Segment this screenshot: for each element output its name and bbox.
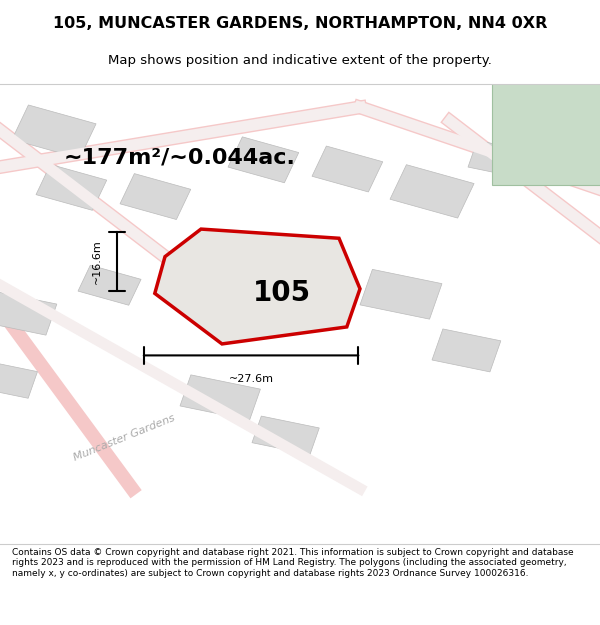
Text: Contains OS data © Crown copyright and database right 2021. This information is : Contains OS data © Crown copyright and d… (12, 548, 574, 578)
Bar (0, 292, 57, 335)
Bar (468, 141, 524, 177)
Bar (120, 174, 191, 219)
Bar (312, 146, 383, 192)
Text: ~177m²/~0.044ac.: ~177m²/~0.044ac. (64, 148, 296, 168)
Text: ~27.6m: ~27.6m (229, 374, 274, 384)
Bar (180, 375, 260, 420)
Bar (78, 265, 141, 305)
Bar (36, 164, 107, 211)
Bar (12, 105, 96, 158)
Bar (390, 164, 474, 218)
Bar (228, 137, 299, 182)
Bar (432, 329, 501, 372)
Text: Map shows position and indicative extent of the property.: Map shows position and indicative extent… (108, 54, 492, 68)
Polygon shape (492, 75, 600, 186)
Bar (360, 269, 442, 319)
Text: Muncaster Gardens: Muncaster Gardens (72, 413, 176, 463)
Bar (252, 416, 319, 454)
Text: 105, MUNCASTER GARDENS, NORTHAMPTON, NN4 0XR: 105, MUNCASTER GARDENS, NORTHAMPTON, NN4… (53, 16, 547, 31)
Bar (0, 361, 37, 398)
Polygon shape (155, 229, 360, 344)
Text: ~16.6m: ~16.6m (92, 239, 102, 284)
Text: 105: 105 (253, 279, 311, 308)
